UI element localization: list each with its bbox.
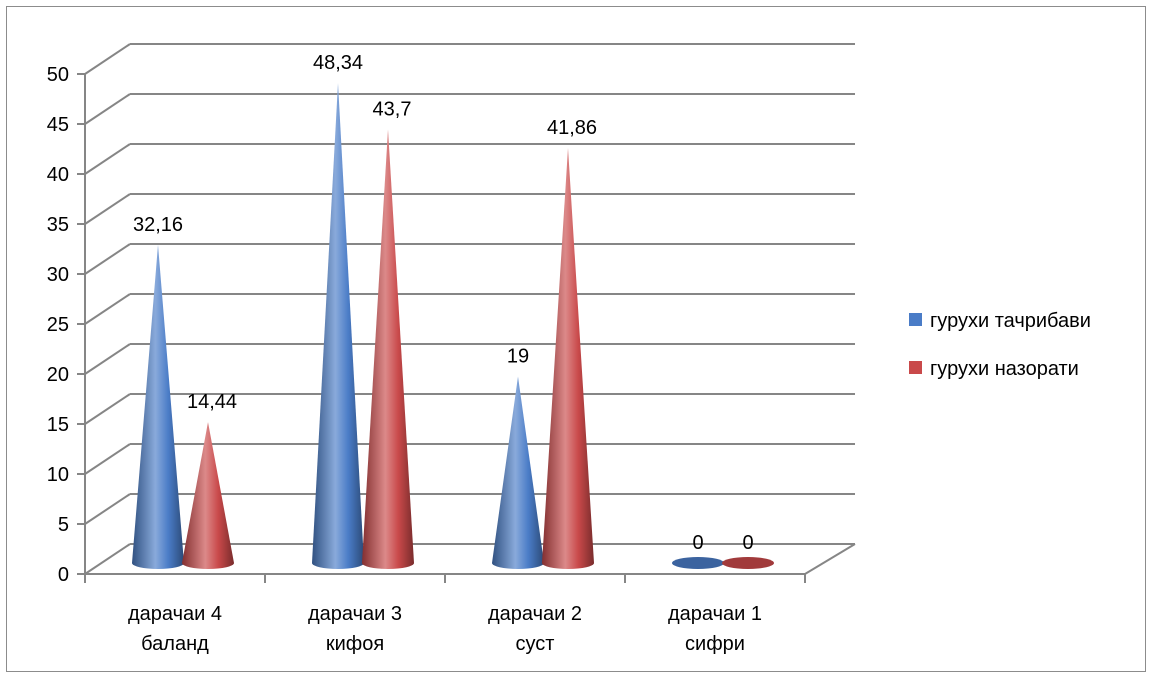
y-tick-label-5: 25 [47, 314, 69, 336]
legend: гурухи тачрибави гурухи назорати [909, 310, 1091, 380]
y-tick-label-3: 15 [47, 414, 69, 436]
cone-0-0 [132, 244, 184, 569]
wall-gridline-5 [84, 293, 131, 325]
data-label-1-2: 41,86 [547, 117, 597, 139]
category-label-2: дарачаи 2 суст [488, 603, 582, 655]
y-tick-label-1: 5 [58, 514, 69, 536]
category-label-1: дарачаи 3 кифоя [308, 603, 402, 655]
cone-1-2 [542, 147, 594, 569]
category-label-0: дарачаи 4 баланд [128, 603, 222, 655]
cone-1-0 [182, 422, 234, 569]
wall-gridline-2 [84, 443, 131, 475]
wall-gridline-4 [84, 343, 131, 375]
legend-swatch-1 [909, 361, 922, 374]
legend-label-0: гурухи тачрибави [930, 310, 1091, 332]
wall-gridline-3 [84, 393, 131, 425]
wall-gridline-8 [84, 143, 131, 175]
cone-0-3 [672, 557, 724, 569]
y-tick-label-8: 40 [47, 164, 69, 186]
data-label-1-3: 0 [742, 532, 753, 554]
cone-marks [132, 83, 774, 569]
cone-1-1 [362, 129, 414, 569]
y-tick-label-7: 35 [47, 214, 69, 236]
cone-0-2 [492, 376, 544, 569]
legend-swatch-0 [909, 313, 922, 326]
axes [77, 73, 856, 583]
wall-gridline-1 [84, 493, 131, 525]
y-tick-label-0: 0 [58, 564, 69, 586]
cone-1-3 [722, 557, 774, 569]
data-label-0-3: 0 [692, 532, 703, 554]
data-label-0-1: 48,34 [313, 52, 363, 74]
y-tick-label-2: 10 [47, 464, 69, 486]
y-tick-label-6: 30 [47, 264, 69, 286]
wall-gridline-7 [84, 193, 131, 225]
category-label-3: дарачаи 1 сифри [668, 603, 762, 655]
data-label-1-0: 14,44 [187, 391, 237, 413]
wall-gridline-10 [84, 43, 131, 75]
y-axis-ticks: 0 5 10 15 20 25 30 35 40 45 50 [47, 64, 69, 586]
legend-label-1: гурухи назорати [930, 358, 1079, 380]
y-tick-label-9: 45 [47, 114, 69, 136]
y-tick-label-10: 50 [47, 64, 69, 86]
y-tick-label-4: 20 [47, 364, 69, 386]
data-label-1-1: 43,7 [373, 99, 412, 121]
data-label-0-2: 19 [507, 346, 529, 368]
data-labels: 32,16 48,34 19 0 14,44 43,7 41,86 0 [133, 52, 754, 554]
wall-gridline-9 [84, 93, 131, 125]
gridlines [84, 43, 855, 575]
cone-0-1 [312, 83, 364, 569]
data-label-0-0: 32,16 [133, 214, 183, 236]
wall-gridline-0 [84, 543, 131, 575]
wall-gridline-6 [84, 243, 131, 275]
x-axis-categories: дарачаи 4 баланд дарачаи 3 кифоя дарачаи 2 су… [128, 603, 762, 655]
